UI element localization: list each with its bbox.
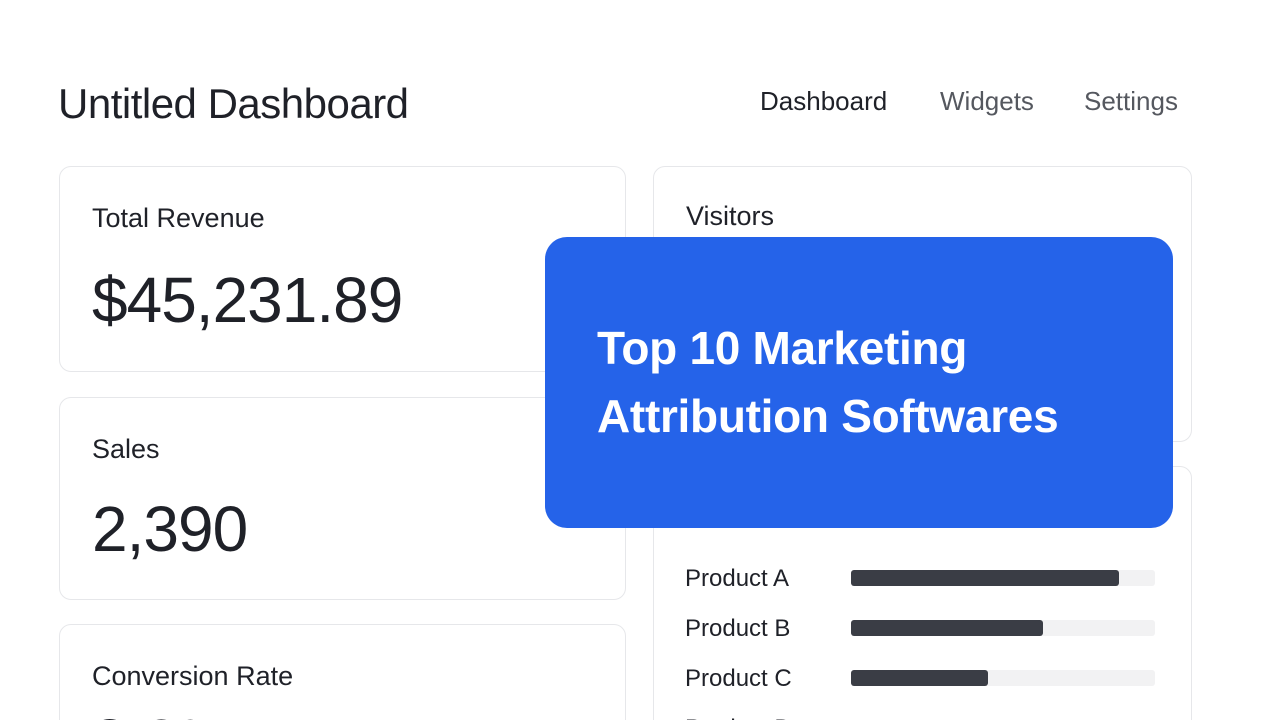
overlay-title-line-2: Attribution Softwares [597, 390, 1059, 442]
progress-track [851, 620, 1155, 636]
title-overlay-banner: Top 10 Marketing Attribution Softwares [545, 237, 1173, 528]
card-label: Conversion Rate [92, 661, 294, 691]
product-row: Product A [685, 565, 1165, 592]
card-value: $45,231.89 [92, 264, 403, 336]
nav-widgets[interactable]: Widgets [940, 86, 1034, 116]
card-value: 2,390 [92, 493, 248, 565]
product-name: Product C [685, 665, 792, 692]
product-name: Product D [685, 715, 792, 720]
product-row: Product B [685, 615, 1165, 642]
page-title: Untitled Dashboard [58, 80, 409, 127]
progress-fill [851, 570, 1119, 586]
progress-fill [851, 620, 1043, 636]
conversion-rate-card: Conversion Rate 3.2% [59, 624, 626, 720]
nav-settings[interactable]: Settings [1084, 86, 1178, 116]
progress-fill [851, 670, 988, 686]
card-value: 3.2% [92, 705, 235, 720]
product-name: Product A [685, 565, 790, 592]
total-revenue-card: Total Revenue $45,231.89 [59, 166, 626, 372]
product-row: Product C [685, 665, 1165, 692]
progress-track [851, 670, 1155, 686]
card-label: Total Revenue [92, 203, 265, 233]
card-label: Sales [92, 434, 160, 464]
progress-track [851, 570, 1155, 586]
product-name: Product B [685, 615, 791, 642]
product-row: Product D [685, 715, 1165, 720]
nav-dashboard[interactable]: Dashboard [760, 86, 888, 116]
overlay-title-line-1: Top 10 Marketing [597, 322, 968, 374]
sales-card: Sales 2,390 [59, 397, 626, 600]
card-label: Visitors [686, 201, 775, 231]
